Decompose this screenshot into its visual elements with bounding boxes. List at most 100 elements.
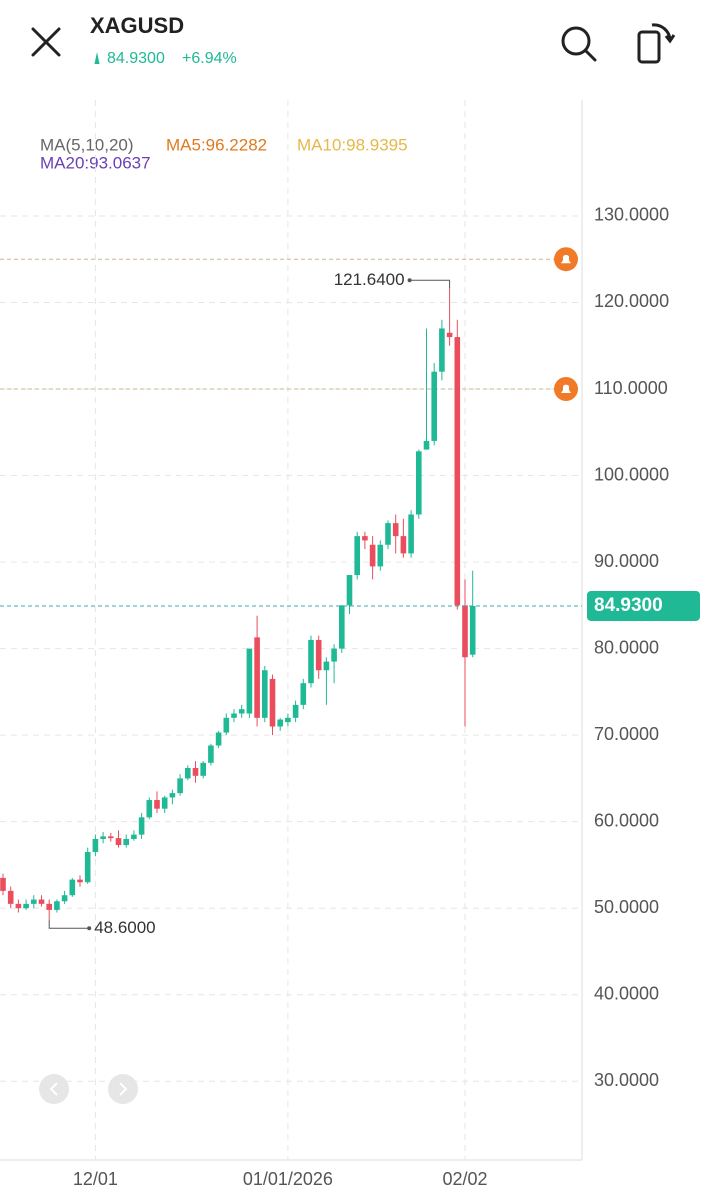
top-bar: XAGUSD 84.9300 +6.94%: [31, 13, 676, 67]
candle-body: [400, 536, 407, 554]
x-tick-label: 12/01: [73, 1169, 118, 1189]
candle-body: [315, 639, 322, 671]
ma5: MA5:96.2282: [166, 135, 267, 154]
candle-body: [346, 575, 353, 606]
candle-body: [23, 903, 29, 909]
price: 84.9300: [107, 50, 165, 67]
candle-body: [161, 797, 168, 809]
candle-body: [323, 661, 330, 671]
candle-body: [38, 899, 45, 904]
candle-body: [7, 890, 14, 904]
search-button[interactable]: [561, 26, 597, 62]
x-tick-label: 01/01/2026: [243, 1169, 333, 1189]
ma20: MA20:93.0637: [40, 153, 151, 172]
candle-body: [77, 879, 83, 883]
candle-body: [0, 877, 6, 891]
candle-body: [231, 713, 237, 718]
candle-body: [292, 704, 299, 718]
candle-body: [339, 605, 345, 649]
candle-body: [285, 717, 291, 723]
candle-body: [369, 544, 376, 567]
prev-button[interactable]: [39, 1074, 69, 1104]
alert-bell: [561, 254, 571, 264]
candle-body: [131, 834, 137, 839]
candle-body: [177, 778, 183, 794]
candle-body: [392, 523, 399, 537]
next-button[interactable]: [108, 1074, 138, 1104]
change: +6.94%: [182, 50, 237, 67]
ma-title: MA(5,10,20): [40, 135, 134, 154]
annotation-label: 48.6000: [94, 918, 155, 937]
candle-body: [61, 895, 68, 902]
y-tick-label: 130.0000: [594, 205, 669, 225]
close-button[interactable]: [31, 27, 61, 57]
y-tick-label: 40.0000: [594, 983, 659, 1003]
candle-body: [208, 745, 214, 763]
candle-body: [354, 536, 360, 576]
candle-body: [223, 717, 230, 733]
candle-body: [123, 838, 129, 846]
candle-body: [192, 768, 199, 776]
candle-body: [138, 817, 145, 835]
price-badge-label: 84.9300: [594, 595, 663, 616]
candle-body: [200, 762, 206, 776]
candle-body: [462, 605, 468, 658]
candle-body: [215, 732, 222, 746]
candle-body: [115, 838, 122, 846]
x-tick-label: 02/02: [442, 1169, 487, 1189]
y-tick-label: 30.0000: [594, 1070, 659, 1090]
candle-body: [146, 800, 153, 818]
candle-body: [84, 851, 91, 883]
annotation-line: [409, 279, 451, 289]
y-tick-label: 120.0000: [594, 291, 669, 311]
candle-body: [15, 903, 22, 909]
candle-body: [277, 719, 283, 727]
candle-body: [269, 678, 276, 727]
candle-body: [169, 793, 176, 798]
candle-body: [446, 332, 453, 338]
candle-body: [439, 328, 445, 372]
candle-body: [454, 337, 461, 606]
candle-body: [108, 836, 114, 839]
y-tick-label: 60.0000: [594, 810, 659, 830]
candle-body: [185, 768, 191, 779]
candle-body: [54, 901, 60, 910]
candle-body: [31, 899, 37, 904]
alert-bell: [561, 384, 571, 394]
rotate-button[interactable]: [637, 23, 676, 64]
candle-body: [423, 440, 430, 450]
y-tick-label: 110.0000: [594, 378, 668, 398]
annotation-dot: [407, 278, 412, 283]
y-tick-label: 90.0000: [594, 551, 659, 571]
candle-body: [100, 836, 106, 839]
up-arrow: [94, 52, 100, 64]
candle-body: [408, 514, 414, 554]
candle-body: [238, 709, 245, 714]
candle-body: [262, 670, 268, 718]
candle-body: [92, 838, 99, 852]
candle-body: [254, 637, 260, 718]
candle-body: [154, 800, 160, 809]
candle-body: [431, 371, 437, 441]
y-tick-label: 80.0000: [594, 637, 659, 657]
annotation-line: [48, 920, 90, 929]
candle-body: [308, 639, 314, 684]
y-tick-label: 100.0000: [594, 464, 669, 484]
y-tick-label: 50.0000: [594, 897, 659, 917]
candle-body: [362, 536, 368, 541]
chart: MA(5,10,20) MA5:96.2282 MA10:98.9395 MA2…: [0, 100, 700, 1189]
candle-body: [385, 523, 391, 545]
candle-body: [69, 879, 76, 896]
price-badge: [587, 590, 700, 621]
candle-body: [46, 903, 52, 910]
candle-body: [377, 544, 384, 567]
annotation-dot: [87, 926, 92, 931]
candle-body: [331, 648, 337, 662]
candle-body: [246, 648, 253, 714]
y-tick-label: 70.0000: [594, 724, 659, 744]
annotation-label: 121.6400: [334, 270, 405, 289]
candle-body: [300, 683, 307, 705]
candle-body: [416, 451, 422, 515]
symbol: XAGUSD: [90, 13, 184, 38]
